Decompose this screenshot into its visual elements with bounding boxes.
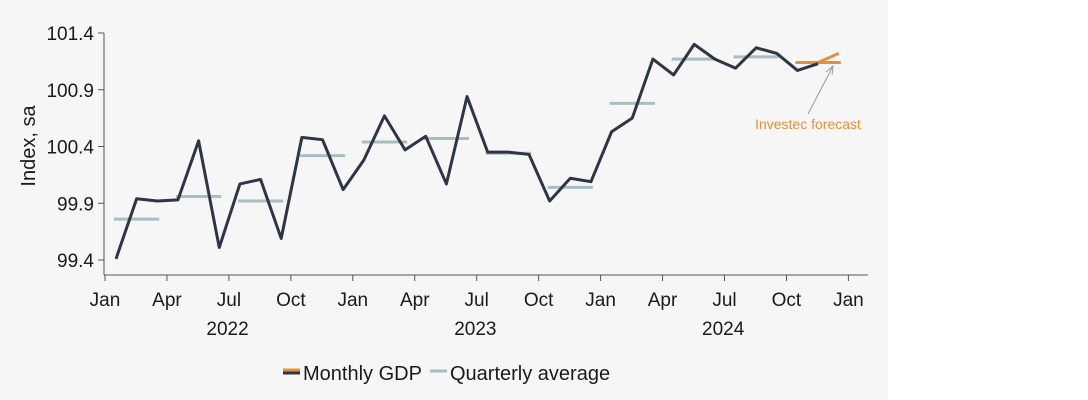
y-tick-label: 99.9: [57, 194, 94, 215]
x-tick-label: Jan: [833, 290, 864, 311]
x-tick-label: Oct: [276, 290, 306, 311]
annotation-arrowhead: [825, 64, 834, 76]
x-tick-label: Jan: [585, 290, 616, 311]
x-tick-label: Apr: [400, 290, 430, 311]
x-tick-label: Apr: [648, 290, 678, 311]
x-tick-label: Apr: [152, 290, 182, 311]
x-tick-label: Jul: [465, 290, 489, 311]
y-tick-label: 101.4: [46, 24, 94, 45]
x-tick-label: Jan: [337, 290, 368, 311]
annotation-arrow: [807, 67, 833, 115]
forecast-series: [795, 52, 841, 65]
y-tick-label: 100.4: [46, 138, 94, 159]
legend: Monthly GDP Quarterly average: [283, 363, 610, 385]
x-tick-label: Jan: [90, 290, 121, 311]
x-tick-label: Oct: [772, 290, 802, 311]
x-tick-label: Oct: [524, 290, 554, 311]
legend-label-monthly-gdp: Monthly GDP: [303, 363, 422, 385]
x-year-label: 2022: [206, 319, 248, 340]
monthly-gdp-line: [114, 42, 819, 260]
y-axis-label: Index, sa: [18, 105, 40, 187]
axes: 99.4 99.9 100.4 100.9 101.4 Index, sa Jan Apr Ju…: [18, 24, 868, 340]
forecast-line: [816, 52, 840, 65]
monthly-gdp-series: [114, 42, 819, 260]
legend-label-quarterly-average: Quarterly average: [450, 363, 610, 385]
x-year-label: 2024: [702, 319, 745, 340]
quarterly-average-series: [114, 55, 779, 221]
forecast-annotation: Investec forecast: [755, 64, 861, 132]
x-tick-label: Jul: [712, 290, 736, 311]
y-tick-label: 99.4: [57, 251, 94, 272]
annotation-label: Investec forecast: [755, 116, 861, 132]
x-year-label: 2023: [454, 319, 496, 340]
y-tick-label: 100.9: [46, 81, 94, 102]
x-tick-label: Jul: [217, 290, 241, 311]
